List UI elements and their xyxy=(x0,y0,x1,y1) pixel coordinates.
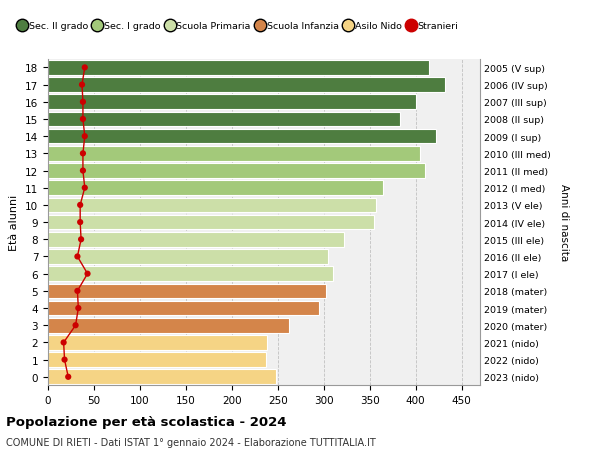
Point xyxy=(78,99,88,106)
Bar xyxy=(48,112,400,127)
Bar xyxy=(48,232,344,247)
Text: Popolazione per età scolastica - 2024: Popolazione per età scolastica - 2024 xyxy=(6,415,287,428)
Point xyxy=(76,202,85,209)
Point xyxy=(76,219,85,226)
Bar xyxy=(48,250,328,264)
Bar xyxy=(48,215,374,230)
Point xyxy=(74,305,83,312)
Point xyxy=(80,133,89,140)
Point xyxy=(83,270,92,278)
Point xyxy=(78,168,88,175)
Legend: Sec. II grado, Sec. I grado, Scuola Primaria, Scuola Infanzia, Asilo Nido, Stran: Sec. II grado, Sec. I grado, Scuola Prim… xyxy=(18,22,458,31)
Point xyxy=(73,253,82,261)
Bar xyxy=(48,336,267,350)
Bar xyxy=(48,61,430,76)
Bar xyxy=(48,164,425,179)
Text: COMUNE DI RIETI - Dati ISTAT 1° gennaio 2024 - Elaborazione TUTTITALIA.IT: COMUNE DI RIETI - Dati ISTAT 1° gennaio … xyxy=(6,437,376,447)
Point xyxy=(78,151,88,158)
Point xyxy=(80,185,89,192)
Point xyxy=(64,373,73,381)
Bar xyxy=(48,95,416,110)
Bar xyxy=(48,198,376,213)
Y-axis label: Anni di nascita: Anni di nascita xyxy=(559,184,569,261)
Bar xyxy=(48,284,326,298)
Bar xyxy=(48,267,333,281)
Bar xyxy=(48,147,420,161)
Bar xyxy=(48,353,266,367)
Y-axis label: Età alunni: Età alunni xyxy=(10,195,19,251)
Point xyxy=(71,322,80,329)
Bar xyxy=(48,301,319,316)
Point xyxy=(77,82,87,89)
Bar xyxy=(48,318,289,333)
Point xyxy=(73,287,82,295)
Point xyxy=(78,116,88,123)
Point xyxy=(80,65,89,72)
Point xyxy=(60,356,70,364)
Point xyxy=(76,236,86,243)
Point xyxy=(59,339,68,347)
Bar xyxy=(48,181,383,196)
Bar xyxy=(48,369,276,384)
Bar xyxy=(48,78,445,93)
Bar xyxy=(48,129,436,144)
